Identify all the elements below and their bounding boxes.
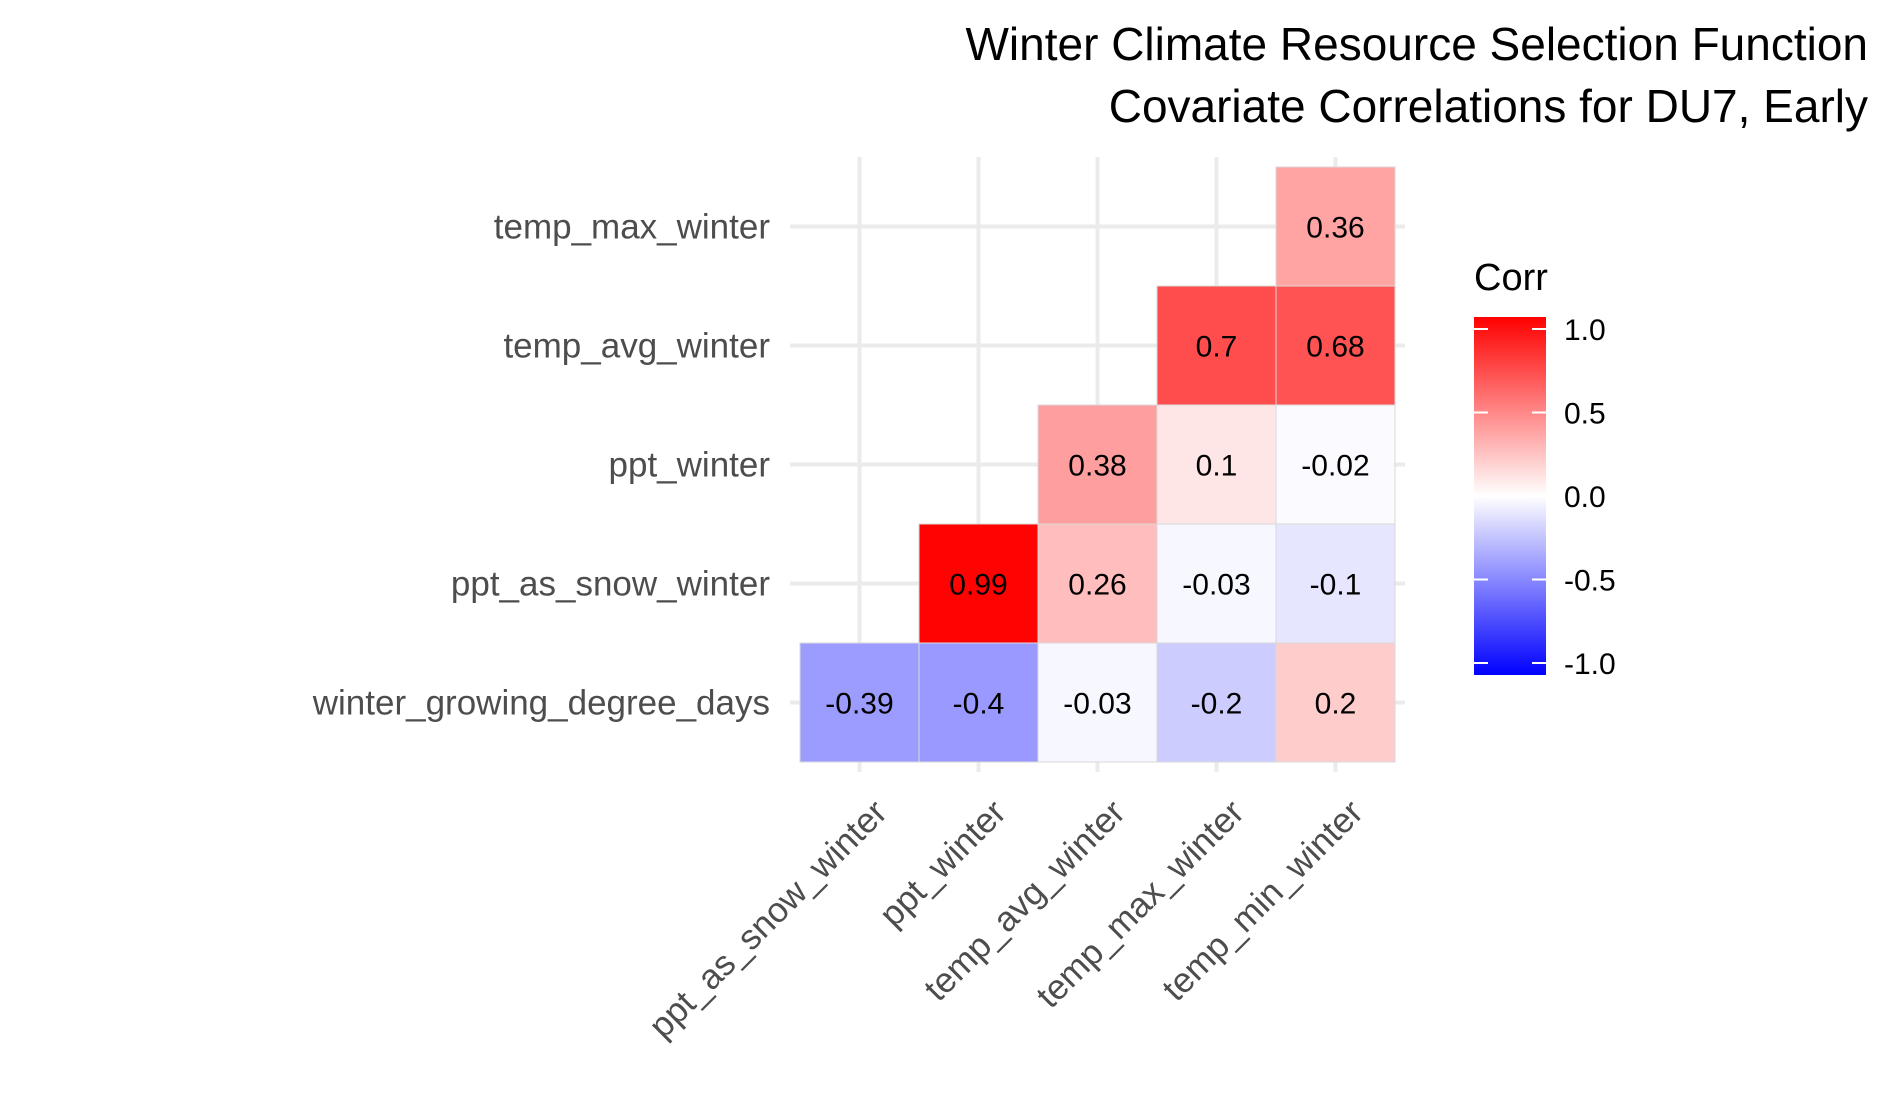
x-tick-label: temp_max_winter (1029, 792, 1252, 1015)
heatmap-cell (1156, 285, 1277, 406)
cell-value-label: -0.2 (1191, 688, 1243, 721)
legend-tick-label: 0.0 (1564, 481, 1606, 514)
legend-title: Corr (1474, 257, 1548, 299)
chart-title-line-2: Covariate Correlations for DU7, Early (1109, 80, 1868, 132)
heatmap-cell (1275, 404, 1396, 525)
legend-tick-label: -0.5 (1564, 565, 1616, 598)
cell-value-label: 0.38 (1068, 450, 1126, 483)
legend-tick-label: 0.5 (1564, 398, 1606, 431)
heatmap-cells: -0.39 -0.4 -0.03 -0.2 0.2 0.99 0.26 -0.03 -0.1 0.… (799, 166, 1396, 763)
y-tick-label: ppt_winter (609, 446, 771, 485)
heatmap-cell (1037, 523, 1158, 644)
cell-value-label: 0.2 (1315, 688, 1357, 721)
heatmap-cell (1037, 404, 1158, 525)
x-axis-labels: ppt_as_snow_winterppt_wintertemp_avg_win… (641, 792, 1370, 1045)
x-tick-label: temp_min_winter (1155, 792, 1371, 1008)
y-tick-label: ppt_as_snow_winter (451, 565, 770, 604)
cell-value-label: -0.03 (1063, 688, 1131, 721)
y-axis-labels: winter_growing_degree_days ppt_as_snow_wi… (312, 208, 771, 723)
y-tick-label: winter_growing_degree_days (312, 684, 770, 723)
cell-value-label: 0.36 (1306, 212, 1364, 245)
heatmap-cell (1275, 642, 1396, 763)
legend-ticks: 1.0 0.5 0.0 -0.5 -1.0 (1474, 314, 1616, 681)
cell-value-label: -0.1 (1310, 569, 1362, 602)
heatmap-cell (1156, 642, 1277, 763)
cell-value-label: 0.1 (1196, 450, 1238, 483)
cell-value-label: -0.02 (1301, 450, 1369, 483)
y-tick-label: temp_max_winter (494, 208, 771, 247)
cell-value-label: -0.03 (1182, 569, 1250, 602)
cell-value-label: 0.99 (949, 569, 1007, 602)
heatmap-cell (1156, 404, 1277, 525)
legend: Corr 1.0 0.5 0.0 -0.5 -1.0 (1474, 257, 1616, 681)
heatmap-cell (918, 642, 1039, 763)
heatmap-cell (918, 523, 1039, 644)
x-tick-label: temp_avg_winter (917, 792, 1133, 1008)
cell-value-label: 0.68 (1306, 331, 1364, 364)
chart-title-line-1: Winter Climate Resource Selection Functi… (966, 18, 1868, 70)
legend-tick-label: 1.0 (1564, 314, 1606, 347)
x-tick-label: ppt_as_snow_winter (641, 792, 894, 1045)
heatmap-cell (1275, 523, 1396, 644)
heatmap-cell (799, 642, 920, 763)
heatmap-cell (1275, 285, 1396, 406)
heatmap-cell (1275, 166, 1396, 287)
cell-value-label: -0.4 (953, 688, 1005, 721)
cell-value-label: 0.26 (1068, 569, 1126, 602)
legend-tick-label: -1.0 (1564, 648, 1616, 681)
y-tick-label: temp_avg_winter (503, 327, 770, 366)
cell-value-label: 0.7 (1196, 331, 1238, 364)
heatmap-cell (1156, 523, 1277, 644)
heatmap-cell (1037, 642, 1158, 763)
cell-value-label: -0.39 (825, 688, 893, 721)
